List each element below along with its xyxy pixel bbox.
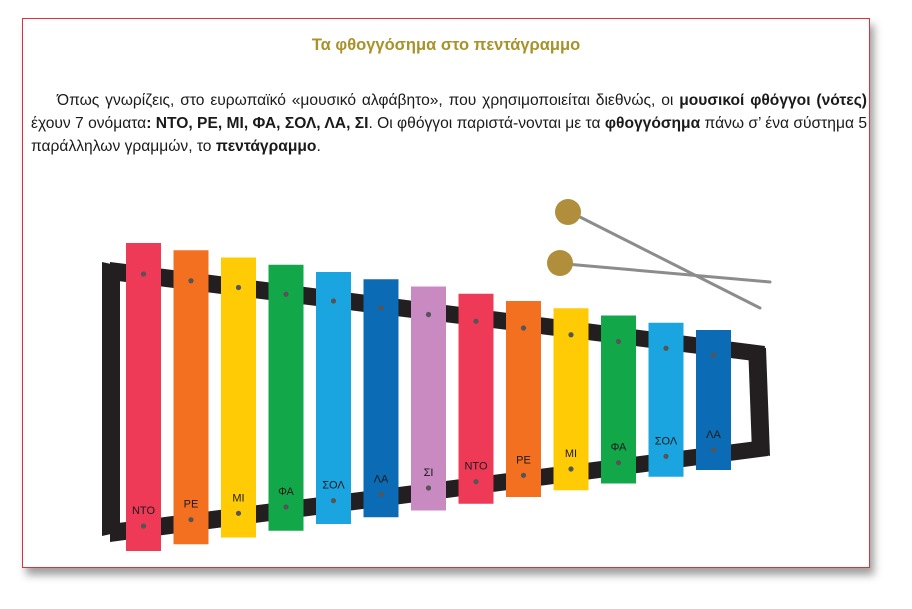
bar-note-label: ΝΤΟ (464, 461, 487, 473)
bold-term: πεντάγραμμο (215, 138, 317, 155)
bar-screw (425, 311, 432, 318)
bar-screw (710, 352, 717, 358)
bar-note-label: ΝΤΟ (132, 505, 155, 517)
bar-screw (473, 479, 479, 485)
bar-screw (663, 453, 669, 459)
bar-screw (615, 338, 622, 345)
bar-screw (140, 271, 147, 277)
bar-screw (378, 305, 384, 311)
xylophone-bar: ΣΟΛ (316, 272, 351, 524)
bar-body (553, 308, 589, 491)
bar-screw (520, 325, 527, 331)
bar-body (173, 250, 209, 545)
bar-body (268, 264, 304, 531)
text-segment: . Οι φθόγγοι παριστά-νονται με τα (368, 115, 605, 132)
bar-note-label: ΛΑ (706, 429, 721, 441)
bar-note-label: ΛΑ (374, 473, 389, 485)
bar-screw (425, 485, 432, 491)
bar-body (316, 272, 351, 524)
bar-note-label: ΡΕ (516, 454, 531, 466)
xylophone-bar: ΡΕ (506, 301, 541, 497)
bar-body (506, 301, 541, 497)
bar-note-label: ΜΙ (565, 448, 577, 460)
xylophone-bar: ΜΙ (553, 308, 589, 491)
bar-note-label: ΣΟΛ (655, 435, 678, 447)
bar-screw (235, 284, 242, 291)
xylophone-bar: ΝΤΟ (126, 243, 161, 551)
bar-screw (235, 510, 242, 516)
bar-note-label: ΡΕ (184, 499, 199, 511)
xylophone-bar: ΛΑ (696, 330, 731, 470)
bold-term: φθογγόσημα (604, 115, 701, 132)
bar-screw (568, 466, 574, 472)
frame-left-end (102, 262, 120, 536)
bold-term: : ΝΤΟ, ΡΕ, ΜΙ, ΦΑ, ΣΟΛ, ΛΑ, ΣΙ (146, 115, 369, 132)
bold-term: μουσικοί φθόγγοι (νότες) (679, 92, 867, 109)
bar-screw (188, 278, 194, 284)
bar-screw (615, 460, 622, 466)
bar-screw (663, 345, 669, 351)
bar-body (411, 286, 446, 511)
bar-note-label: ΣΟΛ (322, 480, 345, 492)
bar-note-label: ΦΑ (278, 486, 294, 498)
xylophone-bar: ΝΤΟ (458, 293, 494, 504)
bar-screw (140, 523, 147, 529)
bar-body (458, 293, 494, 504)
xylophone-bar: ΦΑ (601, 315, 636, 484)
frame-right-end (748, 344, 770, 456)
bar-screw (568, 332, 574, 338)
xylophone-bar: ΡΕ (173, 250, 209, 545)
bar-body (221, 257, 256, 538)
mallet-stick (564, 262, 772, 284)
mallet-head (547, 250, 573, 276)
bar-screw (330, 298, 337, 304)
bar-screw (188, 517, 194, 523)
bar-screw (283, 291, 289, 297)
xylophone-bar: ΛΑ (363, 279, 399, 518)
bar-body (363, 279, 399, 518)
bar-note-label: ΣΙ (424, 467, 434, 479)
bar-screw (330, 498, 337, 504)
xylophone-bar: ΦΑ (268, 264, 304, 531)
bar-note-label: ΦΑ (611, 442, 627, 454)
text-segment: Όπως γνωρίζεις, στο ευρωπαϊκό «μουσικό α… (57, 92, 680, 109)
bar-body (126, 243, 161, 551)
xylophone-bar: ΜΙ (221, 257, 256, 538)
xylophone-bars: ΝΤΟ ΡΕ ΜΙ ΦΑ ΣΟΛ ΛΑ ΣΙ ΝΤΟ ΡΕ ΜΙ ΦΑ ΣΟΛ ΛΑ (126, 243, 731, 551)
intro-paragraph: Όπως γνωρίζεις, στο ευρωπαϊκό «μουσικό α… (31, 89, 867, 158)
mallet-head (555, 199, 581, 225)
bar-screw (520, 472, 527, 478)
mallet-stick (572, 212, 762, 310)
text-segment: έχουν 7 ονόματα (31, 115, 147, 132)
section-title: Τα φθογγόσημα στο πεντάγραμμο (311, 36, 581, 54)
xylophone-bar: ΣΟΛ (648, 322, 684, 477)
bar-note-label: ΜΙ (232, 492, 244, 504)
bar-screw (378, 491, 384, 497)
xylophone-bar: ΣΙ (411, 286, 446, 511)
bar-screw (283, 504, 289, 510)
text-segment: πάνω σ’ ένα σύστημα 5 παράλληλων γραμμών… (31, 115, 867, 155)
text-segment: . (316, 138, 321, 155)
mallets (547, 199, 772, 310)
bar-screw (473, 318, 479, 324)
bar-screw (710, 447, 717, 453)
